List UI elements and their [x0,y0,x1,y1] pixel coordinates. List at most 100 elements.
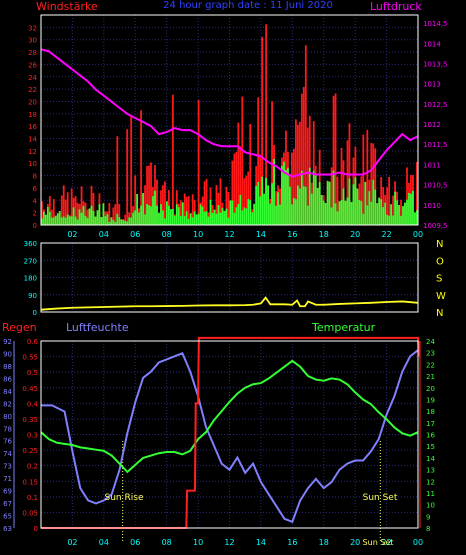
wind-bar [408,192,410,225]
humidity-tick-label: 71 [3,475,12,483]
gust-bar [265,24,267,225]
x-tick-label: 12 [224,230,234,239]
compass-label: O [436,256,444,267]
x-tick-label: 16 [287,230,297,239]
wind-tick-label: 30 [28,37,37,45]
gust-bar [294,119,297,225]
wind-bar [396,200,398,225]
wind-bar [235,207,238,225]
wind-tick-label: 26 [28,61,37,69]
humidity-tick-label: 74 [3,450,12,458]
gust-bar [114,204,117,225]
gust-bar [239,146,242,225]
wind-bar [171,208,174,225]
gust-bar [257,97,260,225]
pressure-tick-label: 1013,5 [423,60,448,68]
humidity-title: Luftfeuchte [66,321,129,334]
gust-bar [112,207,115,225]
wind-tick-label: 0 [33,222,37,230]
rain-tick-label: 0.3 [27,432,38,440]
x-tick-label: 10 [193,538,203,547]
wind-bar [285,169,287,225]
humidity-tick-label: 86 [3,375,12,383]
gust-bar [52,199,55,225]
wind-bar [80,212,83,225]
gust-bar [259,154,262,225]
wind-bar [173,215,176,225]
gust-bar [171,94,174,225]
wind-bar [416,210,418,225]
wind-bar [292,197,295,225]
wind-bar [211,212,214,225]
wind-bar [221,207,224,225]
wind-bar [356,188,359,225]
humidity-tick-label: 65 [3,513,12,521]
wind-tick-label: 32 [28,24,37,32]
wind-tick-label: 18 [28,111,37,119]
gust-bar [48,195,51,225]
gust-bar [406,167,408,225]
wind-bar [60,217,63,225]
wind-bar [177,207,180,225]
humidity-tick-label: 84 [3,388,12,396]
wind-bar [110,217,113,225]
temperature-tick-label: 8 [426,525,430,533]
gust-bar [164,181,166,225]
direction-tick-label: 270 [24,257,37,265]
pressure-tick-label: 1012 [423,121,441,129]
rain-tick-label: 0.4 [27,400,39,408]
pressure-tick-label: 1011,5 [423,141,448,149]
x-tick-label: 02 [67,230,77,239]
wind-bar [199,204,202,225]
rain-tick-label: 0.55 [22,354,38,362]
gust-bar [334,93,337,226]
wind-bar [281,165,283,225]
direction-line [40,296,419,311]
compass-label: N [436,239,443,250]
wind-bar [169,209,172,225]
humidity-tick-label: 76 [3,438,12,446]
wind-bar [140,205,142,225]
wind-bar [82,206,85,225]
wind-bar [114,221,117,225]
wind-bar [306,205,309,225]
humidity-tick-label: 80 [3,413,12,421]
wind-bar [167,205,170,225]
gust-bar [64,199,67,225]
wind-bar [54,215,57,225]
wind-bar [247,199,250,225]
pressure-tick-label: 1012,5 [423,101,448,109]
gust-bar [108,202,111,225]
wind-bar [414,212,416,225]
gust-bar [191,194,194,225]
gust-bar [130,116,133,225]
gust-bar [80,186,83,225]
wind-bar [227,217,230,225]
pressure-tick-label: 1013 [423,81,441,89]
wind-bar [279,204,281,225]
wind-bar [390,204,393,225]
wind-bar [251,212,254,225]
temperature-tick-label: 13 [426,467,435,475]
wind-bar [362,213,365,225]
wind-bar [84,215,87,225]
wind-bar [191,217,194,225]
wind-bar [223,210,226,225]
x-tick-label: 06 [130,230,140,239]
wind-bar [122,219,125,225]
wind-bar [261,176,264,225]
gust-bar [249,124,252,225]
wind-bar [328,181,331,225]
gust-bar [197,100,200,225]
wind-bar [152,196,154,225]
gust-bar [84,202,87,225]
wind-bar [388,215,391,225]
wind-bar [124,220,127,225]
wind-bar [156,205,158,225]
wind-bar [287,167,289,225]
humidity-tick-label: 92 [3,338,12,346]
gust-bar [66,192,69,225]
wind-bar [366,205,369,225]
wind-bar [104,216,107,225]
